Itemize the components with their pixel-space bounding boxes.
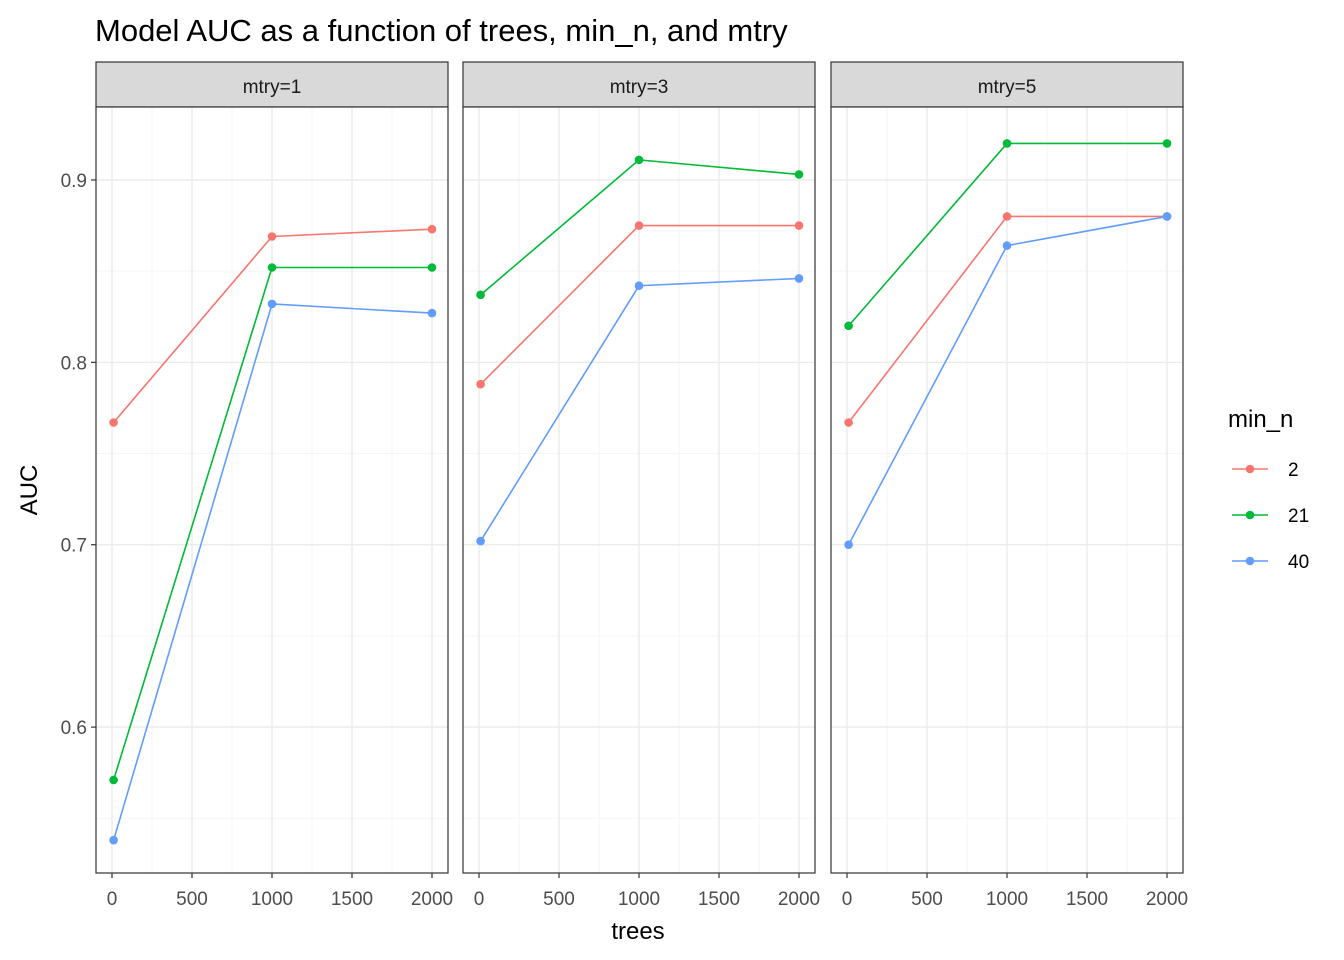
data-point-min_n-40 — [1002, 241, 1012, 250]
data-point-min_n-40 — [1162, 212, 1172, 221]
data-point-min_n-21 — [476, 290, 485, 300]
facet-panel-1: mtry=1 0 500 1000 1500 2000 — [95, 61, 453, 910]
legend: min_n 2 21 40 — [1228, 406, 1309, 573]
x-tick-label: 500 — [176, 889, 208, 910]
legend-key-point — [1245, 510, 1255, 520]
data-point-min_n-21 — [109, 775, 118, 785]
data-point-min_n-21 — [427, 263, 437, 272]
x-tick-label: 2000 — [1146, 889, 1188, 910]
legend-items: 2 21 40 — [1232, 460, 1309, 573]
facet-strip-label: mtry=5 — [978, 77, 1037, 98]
data-point-min_n-40 — [267, 299, 277, 309]
data-point-min_n-2 — [844, 418, 853, 427]
data-point-min_n-2 — [267, 232, 277, 241]
chart-title: Model AUC as a function of trees, min_n,… — [95, 13, 788, 48]
facet-strip — [830, 61, 1184, 108]
data-point-min_n-40 — [794, 274, 804, 283]
x-axis-title: trees — [611, 918, 664, 945]
x-tick-label: 1000 — [986, 889, 1028, 910]
legend-label: 40 — [1288, 552, 1309, 573]
legend-item-min_n-40: 40 — [1232, 552, 1309, 573]
data-point-min_n-21 — [1002, 139, 1012, 148]
x-tick-label: 500 — [543, 889, 575, 910]
data-point-min_n-2 — [476, 379, 485, 389]
data-point-min_n-21 — [267, 263, 277, 272]
legend-label: 21 — [1288, 506, 1309, 527]
x-tick-label: 1000 — [618, 889, 660, 910]
x-tick-label: 500 — [911, 889, 943, 910]
data-point-min_n-21 — [1162, 139, 1172, 148]
x-tick-label: 1500 — [698, 889, 740, 910]
y-tick-label: 0.8 — [61, 353, 87, 374]
data-point-min_n-2 — [427, 224, 437, 234]
data-point-min_n-21 — [634, 155, 644, 165]
facet-strip — [95, 61, 449, 108]
facet-panel-2: mtry=3 0 500 1000 1500 2000 — [462, 61, 820, 910]
data-point-min_n-2 — [109, 418, 118, 427]
data-point-min_n-21 — [844, 321, 853, 331]
legend-item-min_n-2: 2 — [1232, 460, 1299, 481]
facet-strip-label: mtry=3 — [610, 77, 669, 98]
gridlines — [463, 107, 815, 873]
legend-label: 2 — [1288, 460, 1299, 481]
data-point-min_n-40 — [109, 835, 118, 845]
x-tick-label: 1000 — [251, 889, 293, 910]
data-point-min_n-40 — [476, 536, 485, 546]
data-point-min_n-40 — [427, 308, 437, 318]
y-tick-label: 0.7 — [61, 536, 87, 557]
facet-panels: mtry=1 0 500 1000 1500 2000 mtry=3 0 500 1000 1500… — [95, 61, 1188, 910]
legend-key-point — [1245, 556, 1255, 566]
data-point-min_n-21 — [794, 170, 804, 179]
facet-strip-label: mtry=1 — [243, 77, 302, 98]
x-tick-label: 2000 — [411, 889, 453, 910]
data-point-min_n-2 — [794, 221, 804, 230]
data-point-min_n-2 — [1002, 212, 1012, 221]
x-tick-label: 0 — [474, 889, 485, 910]
facet-panel-3: mtry=5 0 500 1000 1500 2000 — [830, 61, 1188, 910]
y-axis-title: AUC — [16, 465, 43, 516]
data-point-min_n-40 — [844, 540, 853, 550]
legend-title: min_n — [1228, 406, 1293, 433]
data-point-min_n-2 — [634, 221, 644, 230]
x-tick-label: 1500 — [1066, 889, 1108, 910]
data-point-min_n-40 — [634, 281, 644, 291]
x-tick-label: 0 — [107, 889, 118, 910]
x-tick-label: 1500 — [331, 889, 373, 910]
legend-key-point — [1245, 464, 1255, 474]
y-tick-label: 0.6 — [61, 718, 87, 739]
x-tick-label: 0 — [842, 889, 853, 910]
x-tick-label: 2000 — [778, 889, 820, 910]
legend-item-min_n-21: 21 — [1232, 506, 1309, 527]
y-axis: 0.6 0.7 0.8 0.9 — [61, 171, 96, 739]
y-tick-label: 0.9 — [61, 171, 87, 192]
